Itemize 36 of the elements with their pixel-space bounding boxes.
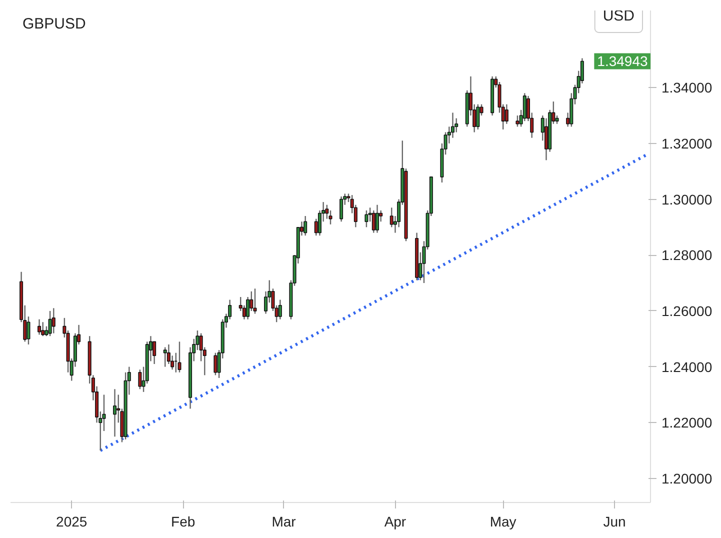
candlestick [375,204,379,234]
x-tick-label: Feb [171,514,196,530]
candlestick [48,310,52,337]
candlestick [340,196,344,222]
candlestick [26,316,30,346]
candlestick [113,388,117,438]
candlestick [163,346,167,368]
y-tick-label: 1.26000 [662,302,712,319]
x-tick-label: Apr [384,514,406,530]
candlestick [278,299,282,320]
candlestick [38,318,42,336]
candlestick [214,352,218,376]
y-tick-label: 1.34000 [662,80,712,96]
y-tick-label: 1.20000 [662,470,712,486]
annotation: 1.34943 [597,53,648,70]
candlestick [364,210,368,228]
y-tick-label: 1.28000 [662,247,712,264]
chart-title: GBPUSD [22,16,86,32]
candlestick [476,104,480,130]
candlestick [516,114,520,128]
candlestick [253,288,257,314]
candlestick [41,322,45,337]
x-tick-label: May [490,514,516,530]
candlestick [52,308,56,334]
y-tick-label: 1.30000 [662,191,712,208]
y-tick-label: 1.32000 [662,135,712,152]
candlestick [304,215,308,236]
candlestick [372,210,376,234]
y-tick-label: 1.22000 [662,414,712,431]
y-tick-label: 1.24000 [662,358,712,375]
x-tick-label: Mar [272,514,296,530]
candlestick [138,368,142,390]
candlestick [178,341,182,373]
candlestick [504,104,508,124]
x-tick-label: Jun [603,514,626,530]
x-tick-label: 2025 [56,514,88,530]
